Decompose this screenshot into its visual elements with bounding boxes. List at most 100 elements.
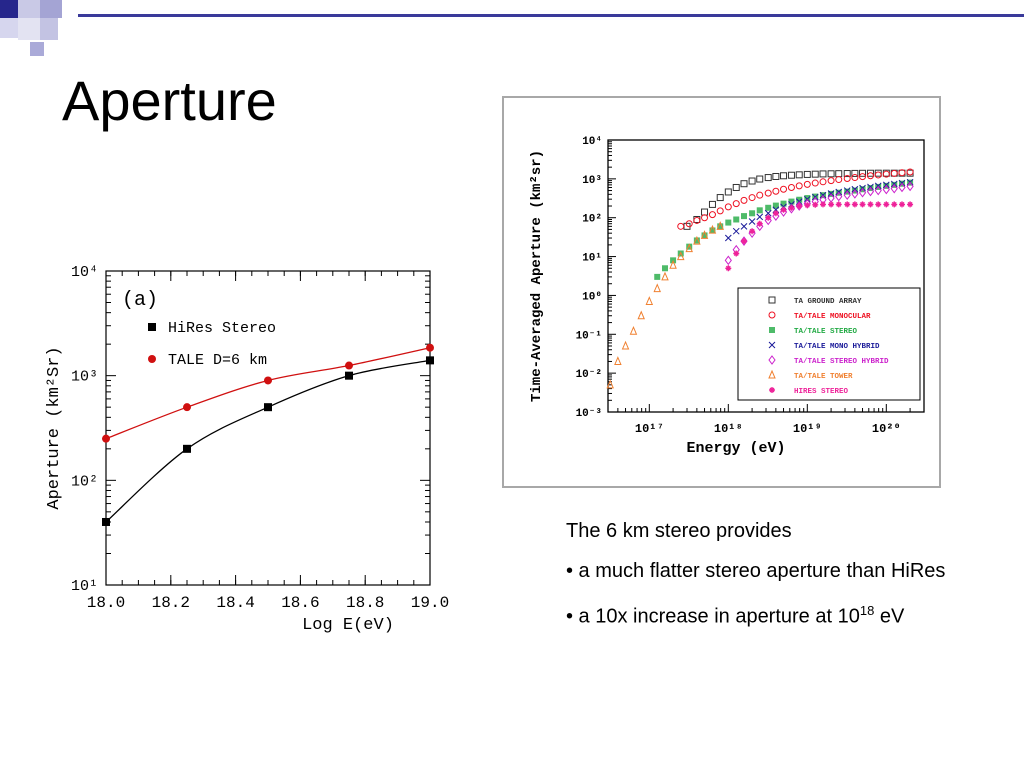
right-data-point <box>708 200 716 208</box>
right-legend-marker <box>768 369 776 379</box>
right-data-point <box>772 187 780 195</box>
right-data-point <box>780 185 788 193</box>
right-data-point <box>890 183 898 194</box>
right-data-point <box>748 194 756 202</box>
right-data-point <box>796 196 803 203</box>
right-legend-label: TA/TALE MONO HYBRID <box>794 343 880 351</box>
right-data-point <box>693 216 701 224</box>
right-data-point <box>843 190 851 201</box>
right-data-point <box>891 201 898 208</box>
left-legend-label: TALE D=6 km <box>168 352 267 369</box>
right-data-point <box>788 204 795 211</box>
left-data-point-circle <box>345 361 353 370</box>
bullet-flatter-aperture: • a much flatter stereo aperture than Hi… <box>566 560 946 582</box>
right-data-point <box>614 356 622 365</box>
left-data-point-circle <box>102 434 110 443</box>
right-data-point <box>890 169 898 177</box>
right-legend-marker <box>768 311 776 319</box>
right-data-point <box>811 170 819 178</box>
right-data-point <box>772 210 779 217</box>
right-y-tick-label: 10⁰ <box>582 291 602 303</box>
right-chart-svg: 10⁻³ 10⁻² 10⁻¹ 10⁰ 10¹ 10² 10³ 10⁴ 10¹⁷ 10¹⁸ 10¹⁹ 1… <box>502 96 941 488</box>
right-data-point <box>701 232 708 239</box>
right-data-point <box>686 243 693 250</box>
right-legend-label: HIRES STEREO <box>794 388 849 396</box>
right-y-axis-label: Time-Averaged Aperture (km²sr) <box>529 150 545 402</box>
right-data-point <box>733 250 740 257</box>
left-data-point-square <box>183 444 191 453</box>
slide-title: Aperture <box>62 69 277 132</box>
chart-aperture-vs-logE: 10¹ 10² 10³ 10⁴ 18.0 18.2 18.4 18.6 18.8 19.0 Log … <box>40 255 460 650</box>
right-data-point <box>629 325 638 335</box>
right-data-point <box>724 255 732 266</box>
bullet-increase-text: • a 10x increase in aperture at 10 <box>566 605 860 628</box>
right-data-point <box>700 230 709 239</box>
left-series-line <box>105 359 431 523</box>
right-x-tick-label: 10¹⁸ <box>714 422 743 436</box>
right-data-point <box>740 196 748 204</box>
right-data-point <box>899 201 906 208</box>
left-y-tick-label: 10¹ <box>71 578 98 595</box>
right-data-point <box>772 172 780 180</box>
right-data-point <box>685 220 693 228</box>
chart-time-averaged-aperture: 10⁻³ 10⁻² 10⁻¹ 10⁰ 10¹ 10² 10³ 10⁴ 10¹⁷ 10¹⁸ 10¹⁹ 1… <box>502 96 942 496</box>
right-data-point <box>764 189 772 197</box>
right-data-point <box>765 204 772 211</box>
right-data-point <box>725 265 732 272</box>
right-legend-label: TA/TALE STEREO HYBRID <box>794 358 889 366</box>
right-data-point <box>661 271 669 281</box>
right-legend-label: TA/TALE STEREO <box>794 328 858 336</box>
left-y-tick-label: 10⁴ <box>71 264 98 281</box>
right-data-point <box>732 200 740 208</box>
right-data-point <box>708 224 717 234</box>
right-data-point <box>795 182 803 190</box>
left-x-axis-label: Log E(eV) <box>302 616 394 635</box>
right-data-point <box>820 201 827 208</box>
right-y-tick-label: 10¹ <box>582 253 602 265</box>
right-data-point <box>874 185 882 196</box>
left-data-point-square <box>426 356 434 365</box>
right-x-tick-label: 10¹⁹ <box>793 422 822 436</box>
right-data-point <box>780 206 787 213</box>
right-data-point <box>756 213 764 221</box>
right-x-tick-label: 10²⁰ <box>872 422 901 436</box>
right-data-point <box>645 296 654 305</box>
left-data-point-square <box>102 517 110 526</box>
right-legend-marker <box>769 327 775 333</box>
right-data-point <box>716 221 724 230</box>
right-data-point <box>859 201 866 208</box>
right-data-point <box>819 178 827 186</box>
right-legend-marker <box>768 355 776 365</box>
right-data-point <box>653 283 661 293</box>
right-data-point <box>756 175 764 183</box>
left-y-tick-label: 10³ <box>71 369 98 386</box>
right-data-point <box>733 216 740 223</box>
right-data-point <box>716 207 724 215</box>
right-data-point <box>693 237 700 244</box>
summary-intro: The 6 km stereo provides <box>566 520 792 542</box>
bullet-increase-unit: eV <box>874 605 905 628</box>
left-legend-marker <box>148 323 156 331</box>
right-data-point <box>740 180 748 188</box>
right-data-point <box>725 219 732 226</box>
bullet-increase-exponent: 18 <box>859 603 875 618</box>
right-data-point <box>780 200 787 207</box>
right-data-point <box>819 170 827 178</box>
left-legend-label: HiRes Stereo <box>168 320 276 337</box>
right-data-point <box>637 310 645 320</box>
right-data-point <box>749 210 756 217</box>
right-data-point <box>851 169 859 177</box>
right-data-point <box>883 201 890 208</box>
right-data-point <box>875 201 882 208</box>
right-data-point <box>732 183 740 191</box>
right-x-tick-label: 10¹⁷ <box>635 422 664 436</box>
right-data-point <box>685 243 693 253</box>
right-data-point <box>654 273 661 280</box>
right-data-point <box>724 188 732 196</box>
left-data-point-circle <box>426 343 434 352</box>
left-x-tick-label: 18.4 <box>216 594 254 612</box>
left-plot-frame <box>105 270 431 586</box>
right-legend-box <box>737 287 921 401</box>
right-data-point <box>898 182 906 193</box>
right-legend-marker <box>769 387 775 393</box>
